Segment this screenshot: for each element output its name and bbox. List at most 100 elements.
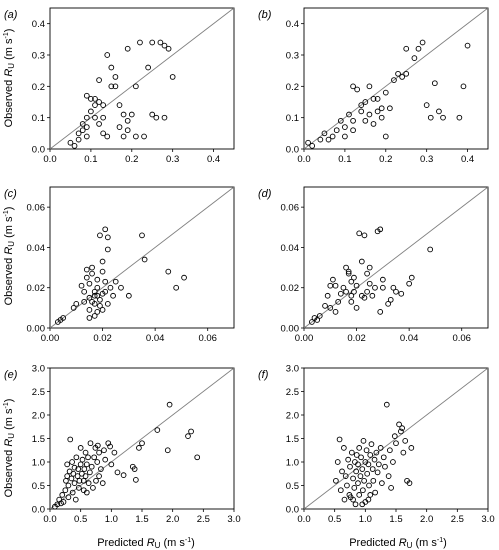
x-tick-label: 0.00 — [295, 333, 314, 344]
data-point — [380, 276, 386, 283]
data-point — [90, 485, 96, 491]
data-point — [59, 492, 66, 498]
x-tick-label: 2.5 — [451, 514, 464, 525]
data-point — [377, 309, 384, 315]
data-point — [75, 130, 82, 137]
data-point — [60, 315, 66, 321]
data-point — [83, 461, 90, 468]
y-tick-label: 0.0 — [32, 145, 45, 156]
one-to-one-line — [49, 367, 235, 510]
panel-letter: (b) — [258, 9, 272, 21]
data-point — [92, 102, 98, 108]
data-point — [181, 274, 187, 281]
data-point — [141, 256, 148, 263]
data-point — [102, 288, 109, 295]
data-point — [75, 485, 82, 491]
data-point — [96, 77, 102, 83]
data-point — [133, 477, 139, 483]
data-point — [185, 433, 191, 440]
data-point — [77, 445, 84, 451]
data-point — [400, 449, 407, 456]
data-point — [345, 456, 352, 463]
data-point — [97, 302, 103, 309]
data-point — [82, 449, 89, 456]
data-point — [88, 463, 95, 470]
data-point — [361, 232, 368, 239]
data-point — [83, 266, 90, 273]
data-point — [358, 258, 365, 265]
data-point — [325, 136, 332, 143]
data-point — [363, 447, 370, 454]
data-point — [81, 466, 88, 472]
data-point — [60, 499, 67, 505]
panel-f: 0.0 0.5 1.0 1.5 2.0 2.5 3.0 0.0 0.5 1.0 1.5 2.0 2.5 3… — [258, 364, 495, 526]
data-point — [387, 447, 393, 454]
data-point — [188, 428, 194, 435]
x-tick-label: 3.0 — [481, 514, 494, 525]
data-point — [133, 83, 139, 90]
data-point — [322, 302, 328, 309]
data-point — [128, 111, 135, 118]
data-point — [440, 114, 446, 121]
data-point — [124, 45, 131, 52]
y-tick-label: 0.0 — [286, 505, 299, 516]
y-axis-label-row-a: Observed RU (m s-1) — [3, 29, 16, 128]
data-point — [100, 130, 107, 137]
data-point — [350, 117, 356, 124]
data-point — [86, 280, 93, 287]
y-tick-label: 0.06 — [27, 203, 46, 214]
data-point — [324, 292, 331, 299]
data-point — [96, 121, 102, 127]
data-point — [71, 143, 78, 149]
data-point — [131, 466, 138, 472]
data-point — [406, 280, 412, 287]
x-tick-label: 3.0 — [227, 514, 240, 525]
data-point — [82, 473, 89, 479]
data-point — [305, 139, 311, 146]
data-point — [371, 456, 378, 463]
data-point — [111, 449, 118, 456]
data-point — [347, 463, 353, 470]
data-point — [396, 421, 402, 428]
data-point — [365, 461, 372, 468]
data-point — [108, 461, 115, 468]
data-point — [71, 464, 78, 471]
data-point — [67, 139, 74, 146]
data-point — [436, 108, 442, 115]
y-tick-label: 0.4 — [286, 19, 299, 30]
data-point — [96, 99, 102, 105]
data-point — [141, 133, 147, 140]
data-point — [114, 469, 121, 476]
data-point — [395, 70, 401, 77]
data-point — [164, 447, 171, 454]
x-tick-label: 0.02 — [347, 333, 366, 344]
data-point — [353, 282, 360, 289]
data-point — [99, 268, 106, 275]
data-point — [378, 114, 385, 121]
data-point — [374, 96, 381, 102]
data-point — [83, 114, 90, 121]
y-tick-label: 0.2 — [32, 82, 45, 93]
one-to-one-line — [49, 7, 235, 150]
data-point — [96, 449, 102, 456]
data-point — [85, 480, 92, 487]
data-point — [339, 468, 345, 475]
panel-letter: (a) — [4, 9, 18, 21]
data-point — [112, 83, 119, 90]
data-point — [120, 133, 127, 140]
x-tick-label: 0.2 — [379, 154, 392, 165]
data-point — [370, 477, 377, 484]
data-point — [374, 108, 381, 115]
data-point — [73, 300, 80, 307]
data-point — [145, 64, 151, 71]
y-axis-label-row-c: Observed RU (m s-1) — [3, 207, 16, 306]
data-point — [402, 438, 409, 444]
y-tick-label: 0.04 — [27, 243, 46, 254]
data-point — [83, 274, 90, 281]
data-point — [173, 284, 180, 291]
data-point — [118, 284, 124, 291]
data-point — [91, 454, 98, 461]
data-point — [359, 466, 366, 472]
y-tick-label: 0.06 — [281, 203, 300, 214]
